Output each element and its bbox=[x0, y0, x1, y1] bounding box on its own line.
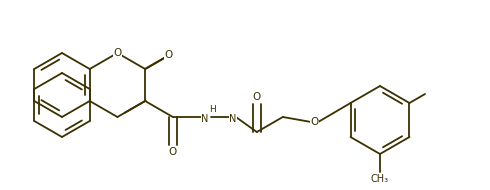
Text: N: N bbox=[201, 114, 209, 124]
Text: CH₃: CH₃ bbox=[371, 174, 389, 184]
Text: O: O bbox=[169, 147, 177, 157]
Text: N: N bbox=[229, 114, 237, 124]
Text: O: O bbox=[113, 48, 122, 58]
Text: O: O bbox=[165, 51, 172, 60]
Text: H: H bbox=[210, 105, 216, 113]
Text: O: O bbox=[253, 92, 261, 102]
Text: O: O bbox=[310, 117, 318, 127]
